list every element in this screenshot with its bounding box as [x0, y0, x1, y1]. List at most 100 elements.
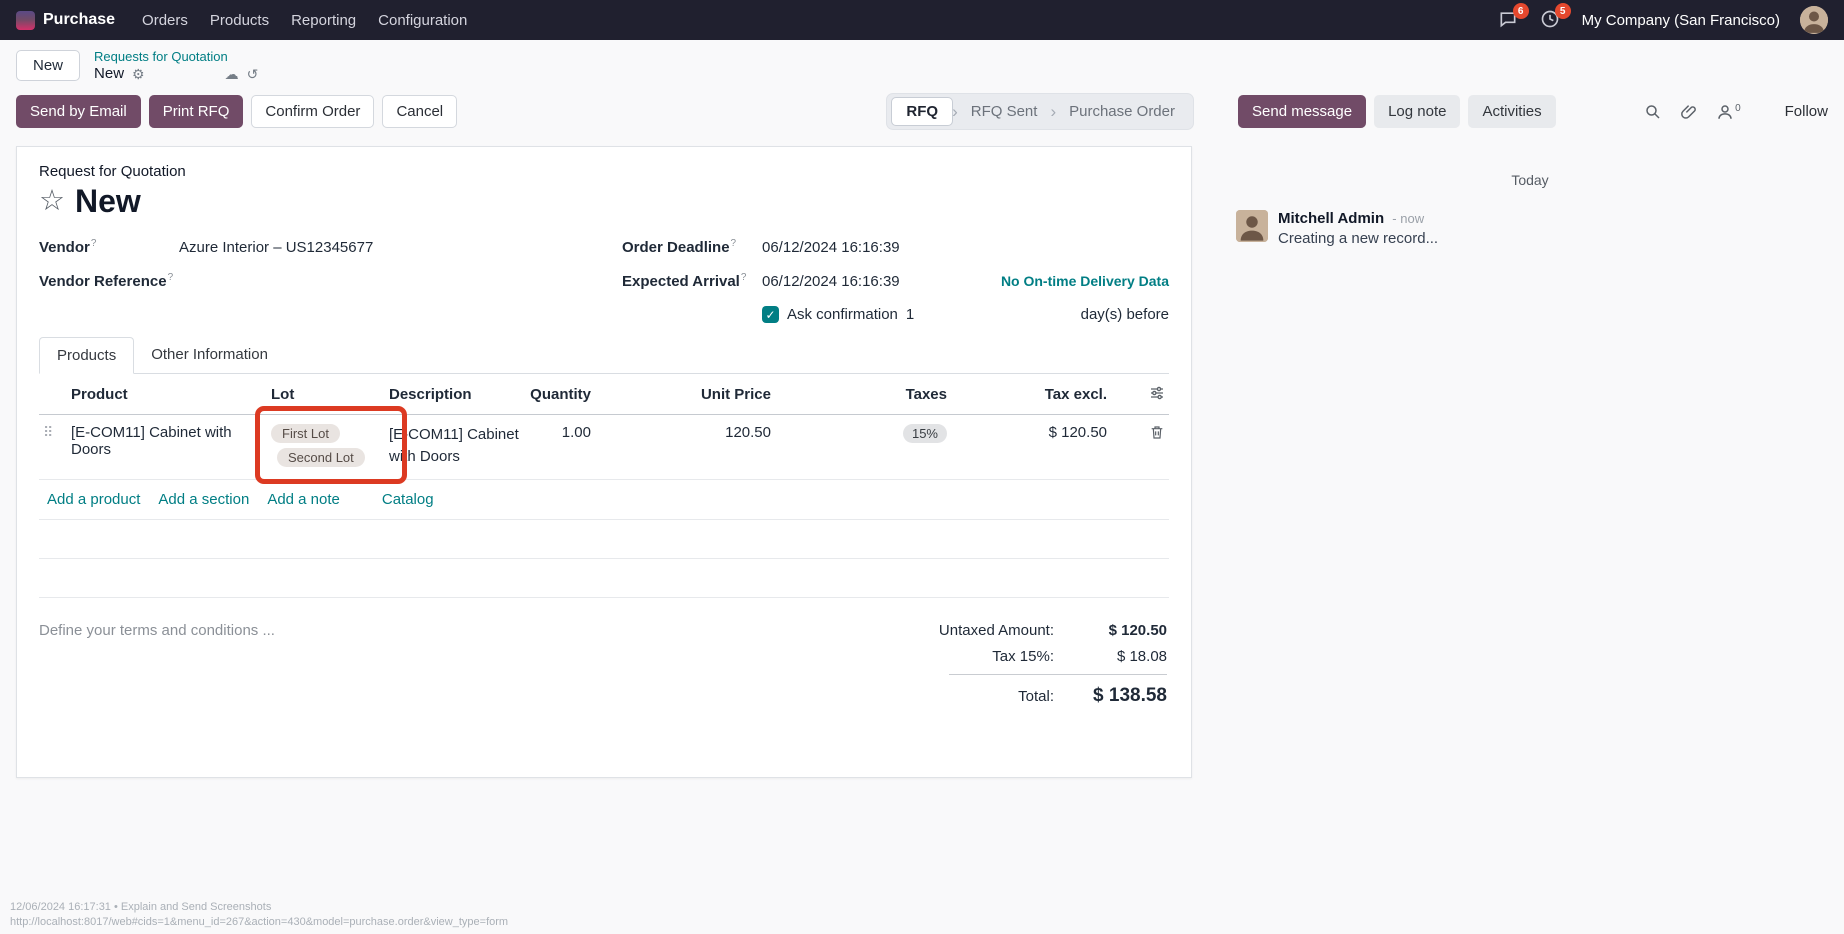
print-rfq-button[interactable]: Print RFQ: [148, 95, 244, 128]
follower-count: 0: [1735, 102, 1741, 114]
order-deadline-label: Order Deadline?: [622, 238, 737, 256]
cell-description[interactable]: [E-COM11] Cabinet with Doors: [389, 426, 519, 465]
company-switcher[interactable]: My Company (San Francisco): [1581, 11, 1780, 29]
footer-line-2: http://localhost:8017/web#cids=1&menu_id…: [10, 916, 509, 928]
expected-arrival-label: Expected Arrival?: [622, 272, 747, 290]
help-hint-icon: ?: [740, 272, 747, 283]
followers-button[interactable]: 0: [1716, 103, 1741, 121]
chat-bubble-icon: [1498, 12, 1518, 33]
order-lines-table: Product Lot Description Quantity Unit Pr…: [39, 374, 1169, 599]
cell-unit-price[interactable]: 120.50: [725, 424, 771, 442]
activities-button[interactable]: 5: [1540, 3, 1571, 33]
debug-footer: 12/06/2024 16:17:31 • Explain and Send S…: [10, 900, 508, 930]
table-header-row: Product Lot Description Quantity Unit Pr…: [39, 374, 1169, 416]
confirm-order-button[interactable]: Confirm Order: [251, 95, 375, 128]
cell-subtotal: $ 120.50: [1048, 424, 1107, 442]
breadcrumb: Requests for Quotation New ⚙ ☁ ↺: [94, 49, 258, 82]
footer-line-1: 12/06/2024 16:17:31 • Explain and Send S…: [10, 901, 272, 913]
messages-badge: 6: [1512, 3, 1529, 19]
chevron-right-icon: ›: [952, 101, 958, 121]
tax-label: Tax 15%:: [992, 648, 1054, 666]
statusbar-step-purchase-order[interactable]: Purchase Order: [1069, 103, 1175, 120]
send-message-button[interactable]: Send message: [1238, 95, 1367, 128]
log-note-button[interactable]: Log note: [1374, 95, 1461, 128]
col-header-tax-excl: Tax excl.: [1044, 386, 1107, 404]
cell-quantity[interactable]: 1.00: [561, 424, 591, 442]
add-section-link[interactable]: Add a section: [158, 491, 250, 509]
vendor-label: Vendor?: [39, 238, 97, 256]
notebook-tabs: Products Other Information: [39, 337, 1169, 374]
ask-confirmation-checkbox[interactable]: ✓: [762, 306, 779, 323]
ask-confirmation-label: Ask confirmation: [787, 306, 898, 323]
tab-products[interactable]: Products: [39, 337, 135, 374]
order-deadline-field[interactable]: 06/12/2024 16:16:39: [762, 239, 900, 256]
totals-divider: [949, 674, 1167, 676]
catalog-link[interactable]: Catalog: [381, 491, 434, 509]
search-messages-icon[interactable]: [1644, 103, 1662, 121]
table-links-row: Add a product Add a section Add a note C…: [39, 480, 1169, 521]
ask-confirmation-suffix: day(s) before: [1080, 306, 1169, 323]
right-field-column: Order Deadline? 06/12/2024 16:16:39 Expe…: [622, 238, 1169, 333]
discard-icon[interactable]: ↺: [246, 65, 259, 82]
terms-placeholder[interactable]: Define your terms and conditions ...: [39, 622, 275, 640]
chatter-message: Mitchell Admin - now Creating a new reco…: [1236, 210, 1824, 247]
message-timestamp: - now: [1392, 211, 1425, 226]
expected-arrival-field[interactable]: 06/12/2024 16:16:39: [762, 273, 900, 290]
untaxed-amount-value: $ 120.50: [1108, 622, 1167, 640]
new-record-button[interactable]: New: [16, 50, 81, 81]
tab-other-information[interactable]: Other Information: [151, 346, 268, 363]
menu-reporting[interactable]: Reporting: [291, 11, 357, 29]
cell-product[interactable]: [E-COM11] Cabinet with Doors: [71, 424, 232, 459]
messages-button[interactable]: 6: [1498, 3, 1529, 33]
col-header-taxes: Taxes: [905, 386, 947, 404]
col-header-unit-price: Unit Price: [700, 386, 771, 404]
lot-tag[interactable]: First Lot: [271, 424, 340, 444]
message-avatar[interactable]: [1236, 210, 1268, 242]
user-avatar[interactable]: [1800, 6, 1828, 34]
activities-schedule-button[interactable]: Activities: [1468, 95, 1556, 128]
untaxed-amount-label: Untaxed Amount:: [938, 622, 1054, 640]
day-separator: Today: [1511, 172, 1549, 188]
favorite-star-icon[interactable]: ☆: [39, 185, 65, 217]
help-hint-icon: ?: [90, 238, 97, 249]
add-product-link[interactable]: Add a product: [47, 491, 141, 509]
col-header-product: Product: [71, 386, 128, 404]
on-time-delivery-link[interactable]: No On-time Delivery Data: [1000, 273, 1169, 289]
action-bar: Send by Email Print RFQ Confirm Order Ca…: [0, 87, 1844, 134]
apps-menu-button[interactable]: Purchase: [16, 10, 116, 30]
ask-confirmation-days-field[interactable]: 1: [905, 306, 915, 323]
save-cloud-icon[interactable]: ☁: [224, 65, 239, 82]
menu-products[interactable]: Products: [209, 11, 270, 29]
optional-columns-icon[interactable]: [1149, 385, 1165, 405]
cell-taxes: 15%: [771, 415, 947, 455]
tax-tag[interactable]: 15%: [902, 424, 947, 444]
follow-button[interactable]: Follow: [1784, 103, 1828, 120]
follower-person-icon: [1716, 103, 1734, 121]
gear-icon[interactable]: ⚙: [132, 65, 145, 82]
drag-handle-icon[interactable]: ⠿: [43, 424, 54, 441]
attachment-paperclip-icon[interactable]: [1680, 103, 1698, 121]
send-by-email-button[interactable]: Send by Email: [16, 95, 141, 128]
lot-tag[interactable]: Second Lot: [277, 448, 365, 468]
cancel-button[interactable]: Cancel: [382, 95, 458, 128]
col-header-description: Description: [389, 386, 472, 403]
message-body: Creating a new record...: [1278, 230, 1439, 247]
clock-icon: [1540, 10, 1560, 33]
col-header-quantity: Quantity: [530, 386, 591, 404]
breadcrumb-parent-link[interactable]: Requests for Quotation: [94, 49, 228, 64]
vendor-field[interactable]: Azure Interior – US12345677: [179, 239, 374, 256]
chatter-panel: Today Mitchell Admin - now Creating a ne…: [1192, 146, 1828, 247]
empty-table-row: [39, 520, 1169, 560]
add-note-link[interactable]: Add a note: [267, 491, 340, 509]
tax-value: $ 18.08: [1116, 648, 1167, 666]
menu-configuration[interactable]: Configuration: [378, 11, 468, 29]
table-row: ⠿ [E-COM11] Cabinet with Doors First Lot…: [39, 406, 1169, 485]
total-value: $ 138.58: [1093, 685, 1167, 707]
delete-row-trash-icon[interactable]: [1149, 424, 1165, 444]
app-name[interactable]: Purchase: [43, 11, 116, 28]
cell-lot: First Lot Second Lot: [255, 406, 407, 485]
menu-orders[interactable]: Orders: [142, 11, 188, 29]
statusbar-step-rfq[interactable]: RFQ: [891, 97, 954, 126]
breadcrumb-current: New: [94, 65, 125, 82]
statusbar-step-rfq-sent[interactable]: RFQ Sent: [970, 103, 1038, 120]
